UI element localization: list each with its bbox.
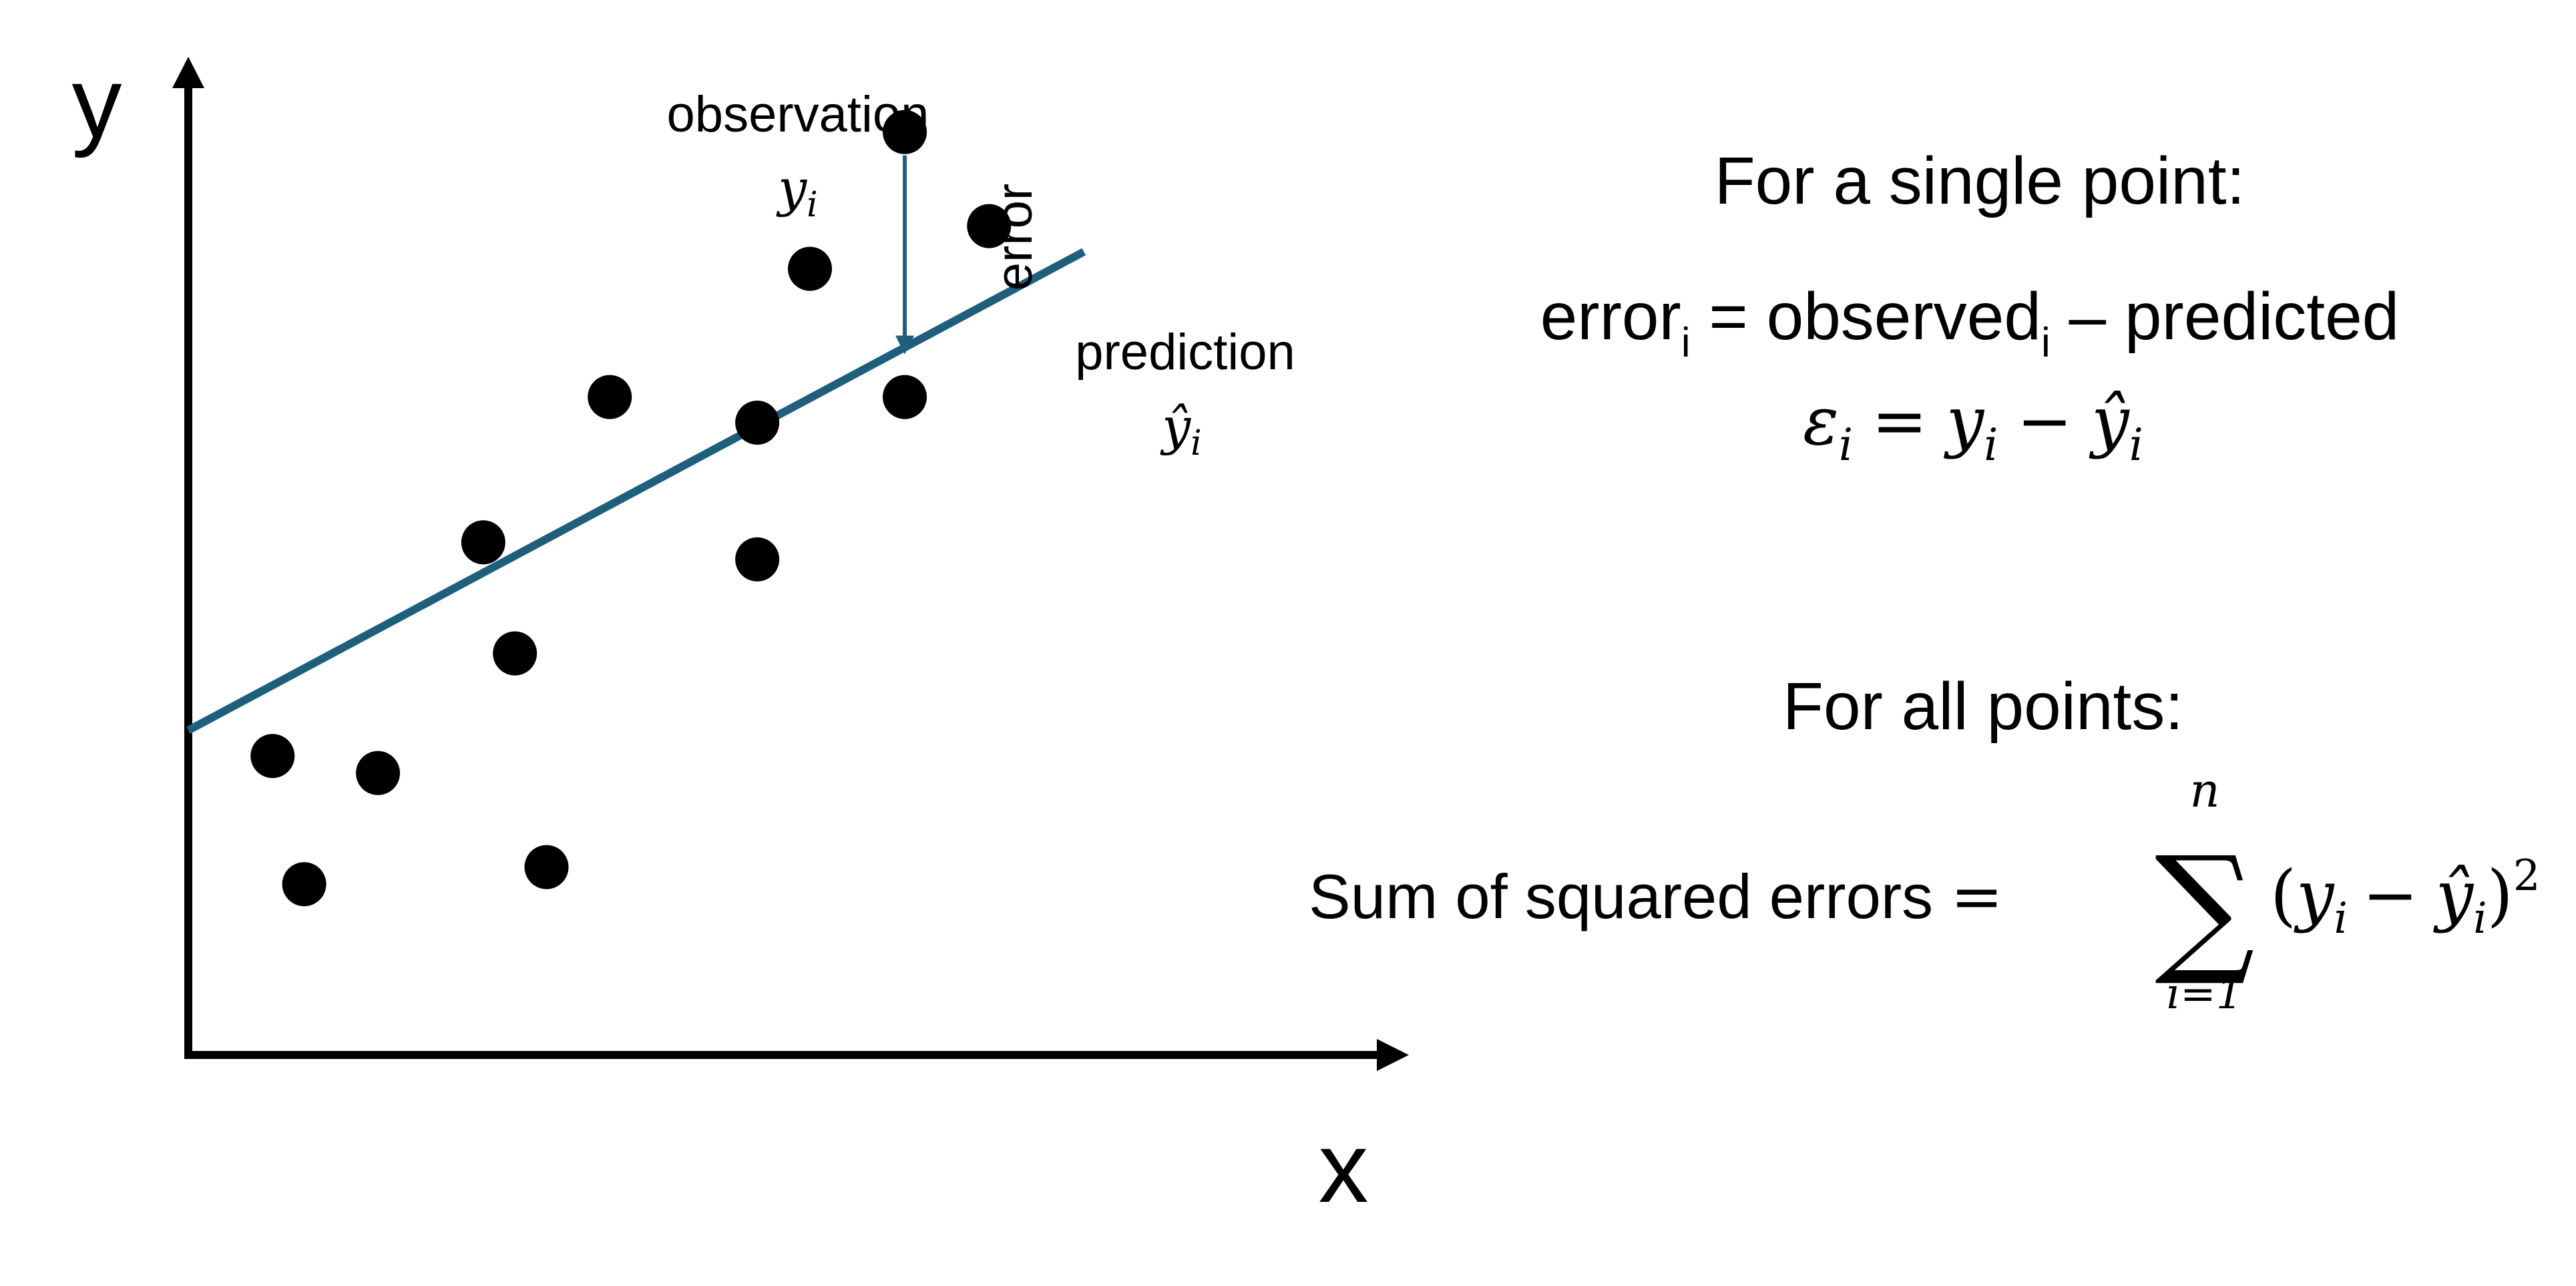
data-point [282, 862, 327, 907]
observation-label: observation [667, 86, 929, 143]
eq1-middle: = observed [1691, 279, 2041, 354]
data-point [883, 110, 927, 154]
sse-term-yhat-subscript: i [2473, 894, 2487, 943]
error-arrow-head [895, 335, 915, 355]
data-point [735, 401, 780, 445]
eq2-equals: = [1872, 382, 1928, 460]
sse-equals: = [1950, 861, 2003, 933]
eq1-tail: – predicted [2051, 279, 2400, 354]
data-point [883, 375, 927, 419]
y-axis-arrowhead [172, 57, 204, 88]
data-point [461, 520, 505, 565]
error-equation-words: errori = observedi – predicted [1540, 279, 2400, 366]
sse-term-minus: − [2362, 856, 2418, 934]
data-point [524, 845, 569, 889]
sse-exponent: 2 [2513, 851, 2541, 901]
eq1-error: error [1540, 279, 1681, 354]
regression-line-layer [186, 248, 1086, 734]
data-point [493, 631, 538, 676]
sse-label-text: Sum of squared errors [1309, 861, 1933, 931]
sse-close-paren: ) [2487, 856, 2513, 934]
data-point [250, 734, 295, 779]
eq2-subscript-3: i [2129, 419, 2143, 471]
prediction-symbol-yhat: ŷ [1160, 397, 1191, 456]
sse-open-paren: ( [2270, 856, 2296, 934]
eq2-minus: − [2016, 382, 2073, 460]
data-point [967, 204, 1012, 248]
prediction-label: prediction [1075, 324, 1295, 381]
data-point [735, 537, 780, 582]
data-point [588, 375, 632, 419]
sse-term-y-subscript: i [2334, 894, 2348, 943]
error-equation-symbols: εi = yi − ŷi [1803, 382, 2143, 471]
eq2-subscript-2: i [1984, 419, 1998, 471]
y-axis-label: y [72, 46, 122, 158]
sum-symbol: ∑ [2155, 826, 2255, 990]
prediction-symbol: ŷi [1160, 397, 1202, 463]
sse-term-y: y [2294, 856, 2335, 934]
sse-term: (yi − ŷi)2 [2270, 851, 2540, 943]
sum-upper-limit: n [2189, 763, 2219, 818]
observation-symbol-y: y [776, 158, 807, 218]
eq1-observed-subscript: i [2041, 320, 2051, 366]
single-point-heading: For a single point: [1715, 144, 2245, 218]
prediction-symbol-subscript: i [1191, 423, 1202, 463]
sum-lower-limit: i=1 [2167, 970, 2243, 1019]
regression-line [186, 248, 1086, 734]
sse-label: Sum of squared errors = [1309, 861, 2003, 933]
eq1-error-subscript: i [1681, 320, 1691, 366]
data-point [356, 751, 401, 795]
error-label: error [986, 184, 1043, 290]
sse-term-yhat: ŷ [2433, 856, 2475, 934]
eq2-y: y [1944, 382, 1985, 460]
eq2-yhat: ŷ [2089, 382, 2130, 460]
data-points [250, 110, 1012, 907]
observation-symbol-subscript: i [807, 185, 818, 225]
x-axis-arrowhead [1377, 1039, 1409, 1071]
data-point [788, 246, 833, 291]
eq2-epsilon: ε [1803, 382, 1839, 460]
all-points-heading: For all points: [1783, 669, 2183, 744]
error-arrow-group [895, 155, 915, 355]
eq2-subscript-1: i [1839, 419, 1853, 471]
x-axis-label: x [1319, 1111, 1369, 1223]
observation-symbol: yi [776, 158, 818, 225]
